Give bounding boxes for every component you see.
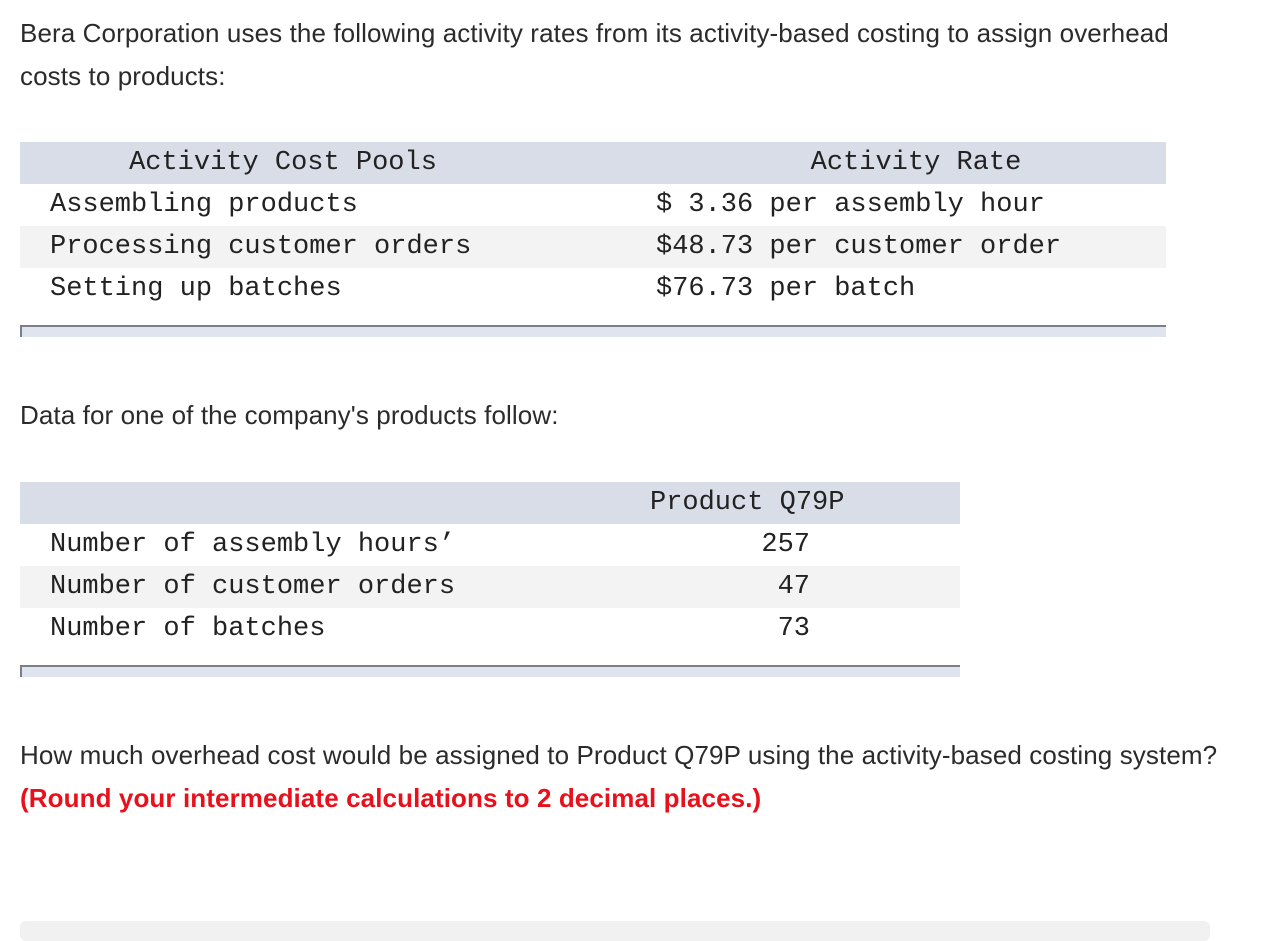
label-cell: Number of customer orders (50, 572, 456, 602)
rate-cell: $76.73 per batch (656, 274, 916, 304)
question-body: How much overhead cost would be assigned… (20, 740, 1218, 770)
answer-area (20, 921, 1210, 941)
rate-cell: $ 3.36 per assembly hour (656, 190, 1045, 220)
label-cell: Number of assembly hours’ (50, 530, 456, 560)
pool-cell: Assembling products (50, 190, 358, 220)
table-header-row: Product Q79P (20, 482, 960, 524)
table-header-row: Activity Cost Pools Activity Rate (20, 142, 1166, 184)
intro-text: Bera Corporation uses the following acti… (20, 18, 1169, 91)
table-row: Number of assembly hours’ 257 (20, 524, 960, 566)
product-data-table: Product Q79P Number of assembly hours’ 2… (20, 482, 960, 650)
pool-cell: Processing customer orders (50, 232, 472, 262)
table-row: Processing customer orders $48.73 per cu… (20, 226, 1166, 268)
value-cell: 73 (777, 614, 810, 644)
table-row: Number of customer orders 47 (20, 566, 960, 608)
value-cell: 257 (761, 530, 810, 560)
value-cell: 47 (777, 572, 810, 602)
table-row: Setting up batches $76.73 per batch (20, 268, 1166, 310)
activity-rates-table: Activity Cost Pools Activity Rate Assemb… (20, 142, 1166, 310)
header-activity-cost-pools: Activity Cost Pools (129, 148, 437, 178)
question-text: How much overhead cost would be assigned… (20, 734, 1240, 820)
table-row: Number of batches 73 (20, 608, 960, 650)
table-row: Assembling products $ 3.36 per assembly … (20, 184, 1166, 226)
table-footer-divider (20, 325, 1166, 337)
rate-cell: $48.73 per customer order (656, 232, 1062, 262)
label-cell: Number of batches (50, 614, 326, 644)
rounding-instruction: (Round your intermediate calculations to… (20, 783, 762, 813)
header-activity-rate: Activity Rate (810, 148, 1022, 178)
data-intro-text: Data for one of the company's products f… (20, 400, 559, 430)
header-product: Product Q79P (650, 488, 845, 518)
pool-cell: Setting up batches (50, 274, 342, 304)
table-footer-divider (20, 665, 960, 677)
